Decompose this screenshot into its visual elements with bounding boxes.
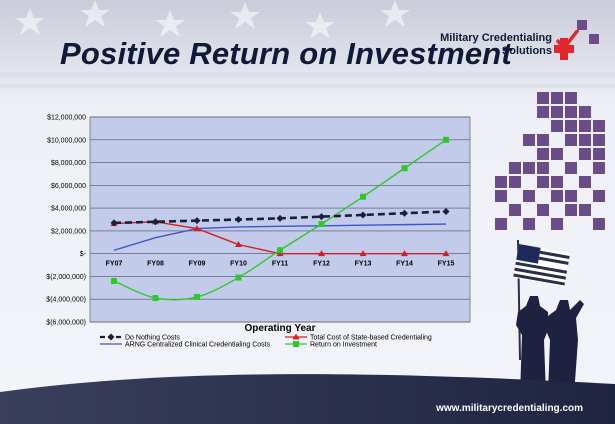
data-point (293, 341, 299, 347)
soldiers-silhouette (516, 296, 584, 395)
legend-label: ARNG Centralized Clinical Credentialing … (125, 342, 271, 349)
legend-item: Do Nothing Costs (100, 333, 180, 342)
data-point (401, 250, 408, 257)
y-tick-label: $(4,000,000) (46, 297, 86, 304)
data-point (110, 219, 118, 227)
x-category-label: FY11 (272, 261, 288, 268)
red-cross-check-icon (554, 30, 580, 60)
x-axis-label: Operating Year (245, 323, 316, 334)
data-point (292, 333, 300, 340)
footer-swoosh (0, 374, 615, 424)
data-point (107, 333, 115, 341)
legend-label: Do Nothing Costs (125, 335, 180, 342)
legend-label: Return on Investment (310, 342, 377, 349)
data-point (277, 247, 283, 254)
x-category-label: FY12 (313, 261, 330, 268)
data-point (359, 250, 367, 257)
series-return-on-investment (111, 136, 449, 302)
data-point (235, 274, 242, 281)
data-point (152, 218, 159, 226)
stars-decoration (15, 0, 410, 39)
data-point (194, 293, 200, 300)
data-point (359, 211, 367, 219)
data-point (318, 221, 325, 228)
x-category-label: FY08 (147, 261, 164, 268)
x-category-label: FY14 (396, 261, 413, 268)
y-tick-label: $6,000,000 (51, 183, 86, 190)
data-point (360, 193, 366, 200)
y-tick-label: $2,000,000 (51, 228, 86, 235)
series-arng-centralized-clinical-credentialing-costs (113, 223, 447, 251)
data-point (318, 250, 325, 257)
slide-title: Positive Return on Investment (60, 36, 512, 71)
y-tick-label: $(6,000,000) (46, 320, 86, 327)
pixel-mosaic (495, 20, 605, 230)
logo-text-line2: Solutions (501, 45, 552, 57)
data-point (318, 213, 325, 221)
stripes-decoration (0, 72, 615, 88)
x-category-label: FY15 (438, 261, 455, 268)
data-point (276, 214, 284, 222)
legend-item: Total Cost of State-based Credentialing (285, 333, 432, 342)
data-point (193, 217, 201, 225)
legend-label: Total Cost of State-based Credentialing (310, 335, 432, 342)
company-logo: Military Credentialing Solutions (438, 28, 588, 62)
data-point (442, 250, 450, 257)
data-point (152, 295, 159, 302)
data-point (443, 136, 449, 143)
x-category-label: FY09 (189, 261, 206, 268)
y-tick-label: $12,000,000 (47, 115, 86, 122)
data-point (235, 216, 242, 223)
series-do-nothing-costs (110, 208, 450, 227)
y-tick-label: $10,000,000 (47, 137, 86, 144)
x-category-label: FY07 (106, 261, 123, 268)
x-category-label: FY10 (230, 261, 247, 268)
logo-text-line1: Military Credentialing (440, 32, 552, 44)
y-tick-label: $8,000,000 (51, 160, 86, 167)
y-tick-label: $4,000,000 (51, 206, 86, 213)
data-point (401, 165, 408, 172)
data-point (111, 278, 117, 284)
legend-item: ARNG Centralized Clinical Credentialing … (100, 342, 271, 349)
data-point (401, 209, 408, 217)
y-tick-label: $(2,000,000) (46, 274, 86, 281)
x-category-label: FY13 (355, 261, 372, 268)
legend-item: Return on Investment (285, 341, 377, 349)
data-point (193, 225, 201, 232)
data-point (235, 241, 242, 248)
data-point (442, 208, 450, 216)
y-tick-label: $- (80, 251, 87, 258)
footer-url[interactable]: www.militarycredentialing.com (436, 403, 583, 414)
series-line (113, 223, 447, 251)
flag-decoration (513, 239, 571, 361)
